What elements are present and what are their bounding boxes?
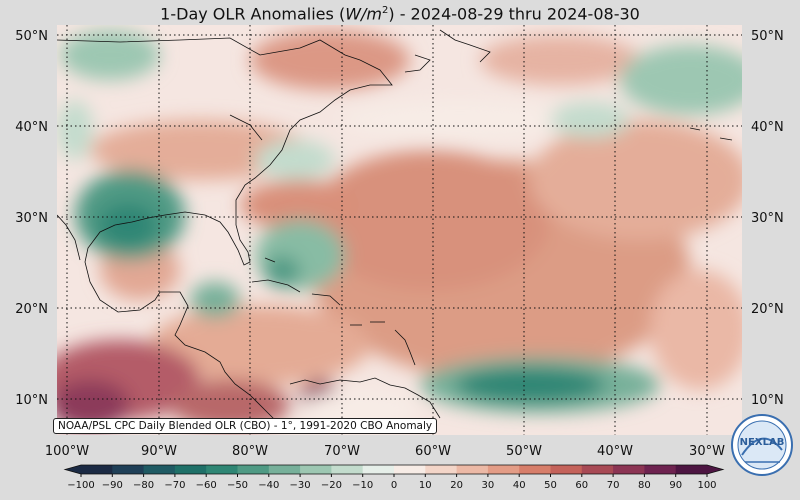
lon-label: 100°W <box>45 444 89 459</box>
colorbar-tick-label: −40 <box>258 480 279 491</box>
colorbar <box>63 464 725 475</box>
colorbar-segment <box>174 465 207 474</box>
colorbar-segment <box>362 465 395 474</box>
lat-label: 10°N <box>751 393 784 408</box>
colorbar-tick-label: 90 <box>669 480 682 491</box>
data-credit-label: NOAA/PSL CPC Daily Blended OLR (CBO) - 1… <box>53 418 438 434</box>
colorbar-tick-label: 20 <box>450 480 463 491</box>
colorbar-segment <box>487 465 520 474</box>
colorbar-tick-label: 70 <box>607 480 620 491</box>
colorbar-segment <box>394 465 426 474</box>
colorbar-tick-label: 50 <box>544 480 557 491</box>
lon-label: 50°W <box>506 444 542 459</box>
anomaly-field <box>57 25 742 435</box>
colorbar-segment <box>268 465 301 474</box>
lat-label: 40°N <box>751 120 784 135</box>
lon-label: 70°W <box>324 444 360 459</box>
colorbar-left-extend <box>65 465 81 474</box>
colorbar-tick-label: −100 <box>67 480 94 491</box>
colorbar-tick-label: −50 <box>227 480 248 491</box>
latitude-labels-left: 50°N 40°N 30°N 20°N 10°N <box>15 29 48 408</box>
map-title: 1-Day OLR Anomalies (W/m2) - 2024-08-29 … <box>160 4 640 24</box>
colorbar-segment <box>112 465 145 474</box>
colorbar-segment <box>613 465 645 474</box>
lat-label: 50°N <box>15 29 48 44</box>
lon-label: 40°W <box>597 444 633 459</box>
colorbar-tick-label: −20 <box>321 480 342 491</box>
longitude-labels: 100°W 90°W 80°W 70°W 60°W 50°W 40°W 30°W <box>45 444 725 459</box>
logo-text: NEXLAB <box>740 437 785 448</box>
colorbar-segment <box>456 465 489 474</box>
lon-label: 60°W <box>415 444 451 459</box>
colorbar-tick-label: 60 <box>575 480 588 491</box>
lat-label: 50°N <box>751 29 784 44</box>
lat-label: 30°N <box>751 211 784 226</box>
colorbar-segment <box>644 465 677 474</box>
lon-label: 30°W <box>689 444 725 459</box>
coastlines <box>57 29 733 426</box>
lat-label: 30°N <box>15 211 48 226</box>
colorbar-segment <box>331 465 364 474</box>
lat-label: 20°N <box>751 302 784 317</box>
colorbar-tick-label: −30 <box>290 480 311 491</box>
colorbar-tick-label: 40 <box>513 480 526 491</box>
colorbar-tick-label: 10 <box>419 480 432 491</box>
colorbar-ticks: −100 −90 −80 −70 −60 −50 −40 −30 −20 −10 0 10 20 30 40… <box>67 474 717 491</box>
colorbar-tick-label: 30 <box>482 480 495 491</box>
lat-label: 20°N <box>15 302 48 317</box>
colorbar-segment <box>675 465 708 474</box>
colorbar-tick-label: 100 <box>697 480 716 491</box>
colorbar-segment <box>550 465 583 474</box>
colorbar-segment <box>581 465 614 474</box>
gridlines <box>57 25 742 435</box>
colorbar-tick-label: −10 <box>352 480 373 491</box>
colorbar-tick-label: 80 <box>638 480 651 491</box>
nexlab-logo: NEXLAB <box>731 414 793 476</box>
colorbar-tick-label: −90 <box>102 480 123 491</box>
colorbar-segment <box>143 465 176 474</box>
colorbar-segment <box>206 465 238 474</box>
lat-label: 40°N <box>15 120 48 135</box>
latitude-labels-right: 50°N 40°N 30°N 20°N 10°N <box>751 29 784 408</box>
colorbar-tick-label: −70 <box>164 480 185 491</box>
colorbar-segment <box>300 465 332 474</box>
colorbar-right-extend <box>707 465 723 474</box>
lon-label: 80°W <box>232 444 268 459</box>
lat-label: 10°N <box>15 393 48 408</box>
colorbar-segment <box>519 465 551 474</box>
colorbar-segment <box>237 465 270 474</box>
colorbar-tick-label: 0 <box>391 480 397 491</box>
colorbar-tick-label: −80 <box>133 480 154 491</box>
colorbar-segment <box>81 465 113 474</box>
lon-label: 90°W <box>141 444 177 459</box>
colorbar-segment <box>425 465 458 474</box>
colorbar-tick-label: −60 <box>196 480 217 491</box>
